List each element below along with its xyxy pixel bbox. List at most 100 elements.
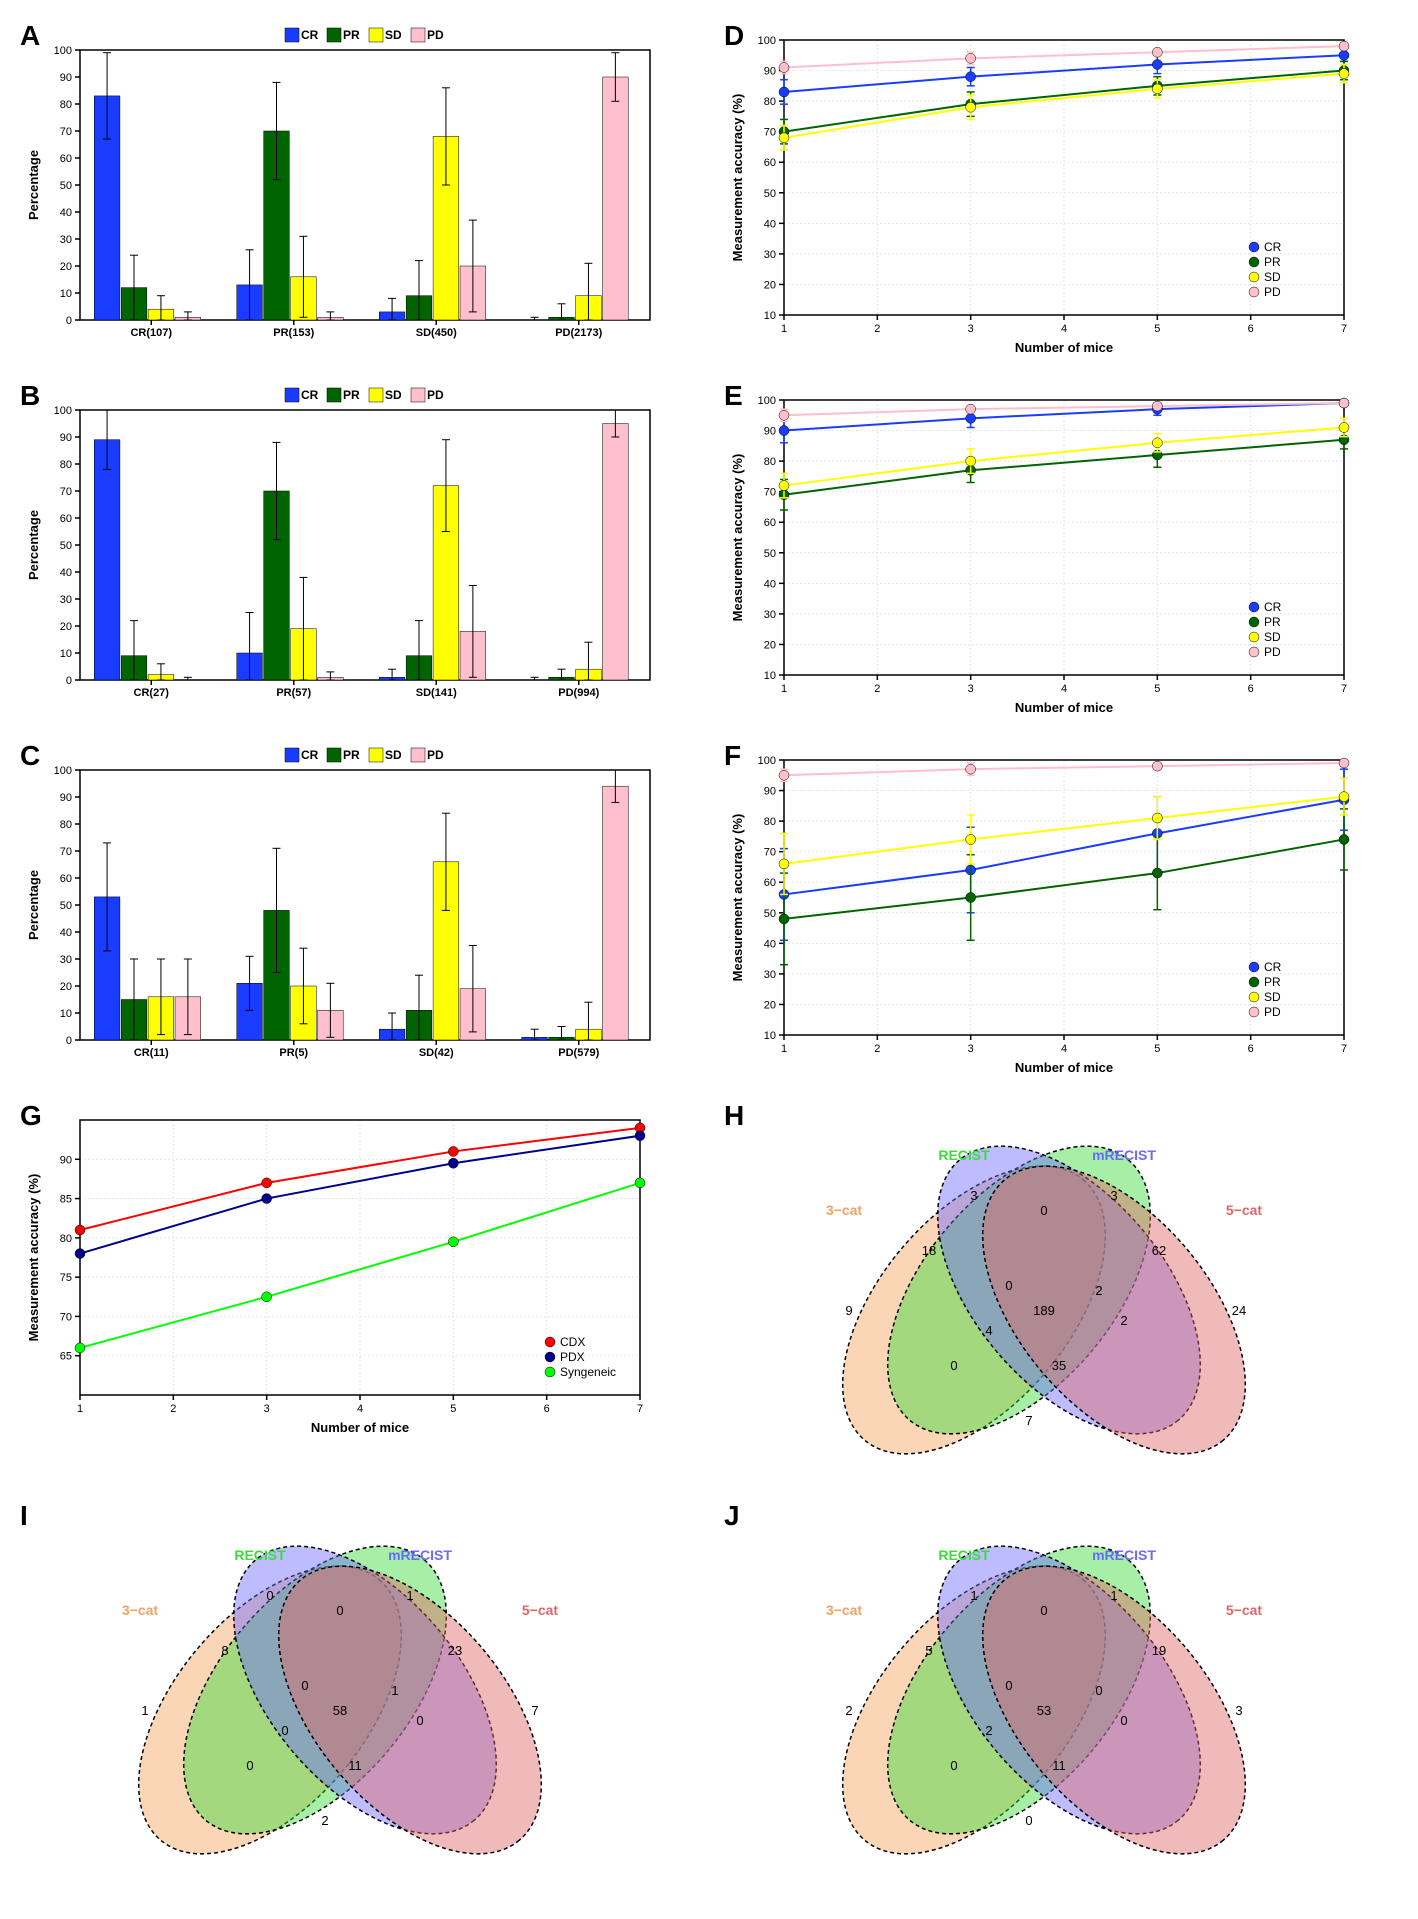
svg-text:4: 4 — [985, 1323, 992, 1338]
svg-text:SD: SD — [385, 748, 402, 762]
svg-text:PDX: PDX — [560, 1350, 585, 1364]
svg-text:85: 85 — [60, 1194, 72, 1206]
svg-text:11: 11 — [1052, 1758, 1066, 1773]
svg-text:30: 30 — [60, 594, 72, 606]
svg-text:90: 90 — [764, 66, 776, 78]
svg-text:2: 2 — [170, 1403, 176, 1415]
svg-text:10: 10 — [764, 1030, 776, 1042]
svg-text:40: 40 — [60, 567, 72, 579]
svg-text:5: 5 — [1154, 1043, 1160, 1055]
svg-text:PR(153): PR(153) — [273, 327, 314, 339]
panel-label: C — [20, 740, 40, 772]
svg-text:SD: SD — [1264, 270, 1281, 284]
svg-text:PR: PR — [1264, 615, 1281, 629]
panel-D: D1020304050607080901001234567Measurement… — [724, 20, 1398, 360]
svg-text:6: 6 — [544, 1403, 550, 1415]
svg-text:1: 1 — [406, 1588, 413, 1603]
svg-text:5−cat: 5−cat — [1226, 1202, 1263, 1218]
svg-text:0: 0 — [950, 1758, 957, 1773]
svg-text:CR(11): CR(11) — [134, 1047, 169, 1059]
panel-label: D — [724, 20, 744, 52]
svg-text:9: 9 — [845, 1303, 852, 1318]
svg-text:90: 90 — [60, 1154, 72, 1166]
svg-text:10: 10 — [60, 288, 72, 300]
svg-text:PR: PR — [343, 28, 360, 42]
panel-label: B — [20, 380, 40, 412]
panel-label: I — [20, 1500, 28, 1532]
svg-text:20: 20 — [764, 999, 776, 1011]
svg-text:1: 1 — [781, 1043, 787, 1055]
svg-text:2: 2 — [874, 323, 880, 335]
svg-text:20: 20 — [764, 639, 776, 651]
svg-text:50: 50 — [764, 188, 776, 200]
svg-text:PD(2173): PD(2173) — [555, 327, 602, 339]
svg-text:10: 10 — [60, 648, 72, 660]
svg-text:0: 0 — [1120, 1713, 1127, 1728]
svg-text:60: 60 — [764, 877, 776, 889]
svg-text:mRECIST: mRECIST — [1092, 1147, 1156, 1163]
svg-text:Number of mice: Number of mice — [311, 1420, 409, 1435]
svg-text:5: 5 — [450, 1403, 456, 1415]
svg-text:0: 0 — [1005, 1678, 1012, 1693]
svg-text:SD(141): SD(141) — [416, 687, 457, 699]
svg-text:40: 40 — [764, 938, 776, 950]
svg-text:Percentage: Percentage — [26, 510, 41, 580]
svg-text:80: 80 — [764, 456, 776, 468]
svg-text:80: 80 — [60, 1233, 72, 1245]
svg-text:3−cat: 3−cat — [826, 1202, 863, 1218]
panel-E: E1020304050607080901001234567Measurement… — [724, 380, 1398, 720]
panel-C: C0102030405060708090100PercentageCR(11)P… — [20, 740, 694, 1080]
panel-F: F1020304050607080901001234567Measurement… — [724, 740, 1398, 1080]
svg-text:5: 5 — [1154, 683, 1160, 695]
svg-text:5−cat: 5−cat — [522, 1602, 559, 1618]
svg-text:CR: CR — [1264, 600, 1282, 614]
svg-text:0: 0 — [416, 1713, 423, 1728]
svg-text:20: 20 — [764, 279, 776, 291]
svg-text:Number of mice: Number of mice — [1015, 700, 1113, 715]
svg-text:24: 24 — [1232, 1303, 1246, 1318]
panel-B: B0102030405060708090100PercentageCR(27)P… — [20, 380, 694, 720]
svg-text:20: 20 — [60, 621, 72, 633]
svg-text:189: 189 — [1033, 1303, 1055, 1318]
svg-text:70: 70 — [764, 847, 776, 859]
svg-text:2: 2 — [874, 683, 880, 695]
svg-text:70: 70 — [60, 846, 72, 858]
svg-text:PD: PD — [1264, 285, 1281, 299]
panel-label: E — [724, 380, 743, 412]
svg-text:10: 10 — [764, 310, 776, 322]
svg-text:8: 8 — [221, 1643, 228, 1658]
svg-text:35: 35 — [1052, 1358, 1066, 1373]
svg-text:20: 20 — [60, 261, 72, 273]
svg-text:0: 0 — [336, 1603, 343, 1618]
svg-text:CR: CR — [301, 748, 319, 762]
svg-text:30: 30 — [60, 954, 72, 966]
svg-text:PD(579): PD(579) — [558, 1047, 599, 1059]
svg-text:CR(27): CR(27) — [134, 687, 170, 699]
svg-text:PR: PR — [1264, 975, 1281, 989]
svg-text:Measurement accuracy (%): Measurement accuracy (%) — [26, 1174, 41, 1342]
svg-text:80: 80 — [60, 819, 72, 831]
svg-text:90: 90 — [764, 786, 776, 798]
svg-text:Measurement accuracy (%): Measurement accuracy (%) — [730, 94, 745, 262]
svg-text:70: 70 — [60, 126, 72, 138]
svg-text:0: 0 — [281, 1723, 288, 1738]
svg-text:60: 60 — [60, 873, 72, 885]
svg-text:mRECIST: mRECIST — [388, 1547, 452, 1563]
svg-text:7: 7 — [1341, 683, 1347, 695]
svg-text:Percentage: Percentage — [26, 870, 41, 940]
svg-text:80: 80 — [60, 99, 72, 111]
panel-I: I3−catRECISTmRECIST5−cat1017802301200110… — [20, 1500, 694, 1880]
svg-text:0: 0 — [1040, 1603, 1047, 1618]
svg-text:SD(42): SD(42) — [419, 1047, 454, 1059]
svg-text:4: 4 — [1061, 323, 1067, 335]
svg-text:PD: PD — [1264, 645, 1281, 659]
svg-text:7: 7 — [1025, 1413, 1032, 1428]
svg-text:PD: PD — [427, 388, 444, 402]
svg-text:CDX: CDX — [560, 1335, 585, 1349]
svg-text:SD: SD — [1264, 990, 1281, 1004]
svg-text:5: 5 — [925, 1643, 932, 1658]
svg-text:4: 4 — [357, 1403, 363, 1415]
svg-text:50: 50 — [60, 180, 72, 192]
svg-text:90: 90 — [60, 432, 72, 444]
svg-text:50: 50 — [60, 900, 72, 912]
